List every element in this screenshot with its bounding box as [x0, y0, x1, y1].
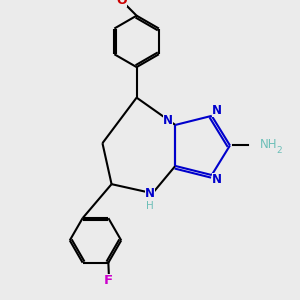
- Text: N: N: [212, 173, 222, 186]
- Text: N: N: [145, 187, 155, 200]
- Text: NH: NH: [260, 138, 278, 152]
- Text: N: N: [163, 114, 173, 127]
- Text: F: F: [104, 274, 113, 287]
- Text: 2: 2: [276, 146, 282, 155]
- Text: N: N: [212, 104, 222, 117]
- Text: H: H: [146, 201, 154, 211]
- Text: O: O: [116, 0, 127, 7]
